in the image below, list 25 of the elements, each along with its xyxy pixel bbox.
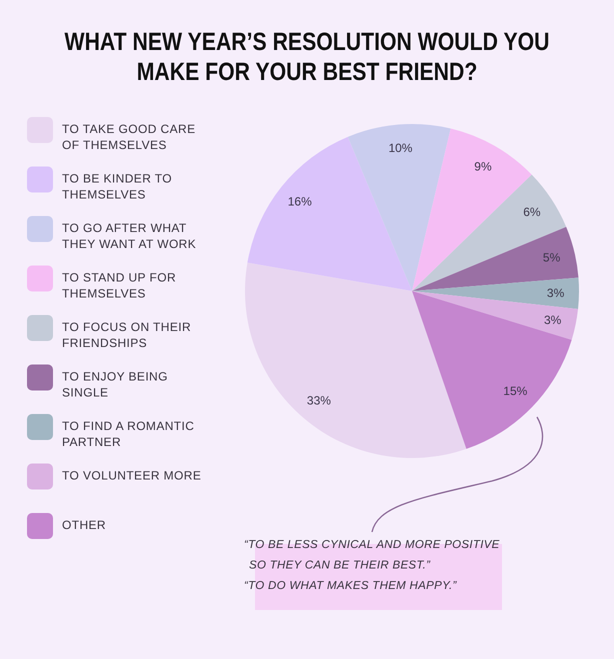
legend-label: TO FOCUS ON THEIR FRIENDSHIPS xyxy=(62,320,192,350)
data-label: 15% xyxy=(503,384,528,398)
legend-label: TO STAND UP FOR THEMSELVES xyxy=(62,270,176,300)
chart-title: WHAT NEW YEAR’S RESOLUTION WOULD YOU MAKE FOR YOUR BEST FRIEND? xyxy=(64,27,550,86)
data-label: 6% xyxy=(523,205,541,220)
legend-label: TO ENJOY BEING SINGLE xyxy=(62,370,168,400)
data-label: 10% xyxy=(388,141,413,156)
data-label: 3% xyxy=(544,313,562,328)
text: “TO BE LESS CYNICAL AND MORE POSITIVE SO THEY CAN BE THEIR BEST.” xyxy=(244,539,500,572)
data-label: 5% xyxy=(542,250,561,264)
pie-slice xyxy=(412,278,579,310)
legend-label: OTHER xyxy=(62,518,106,532)
data-label: 16% xyxy=(288,194,312,209)
legend-label: TO TAKE GOOD CARE OF THEMSELVES xyxy=(62,122,196,152)
legend-label: TO FIND A ROMANTIC PARTNER xyxy=(62,419,194,449)
pie-slice xyxy=(247,136,412,291)
legend-label: TO VOLUNTEER MORE xyxy=(62,468,202,482)
legend-label: TO GO AFTER WHAT THEY WANT AT WORK xyxy=(62,221,196,251)
pie-slice xyxy=(348,124,451,291)
data-label: 9% xyxy=(474,159,492,174)
text: “TO DO WHAT MAKES THEM HAPPY.” xyxy=(244,580,458,592)
data-label: 33% xyxy=(306,394,332,408)
legend-label: TO BE KINDER TO THEMSELVES xyxy=(62,172,172,202)
pie-slice xyxy=(245,262,466,458)
data-label: 3% xyxy=(546,286,565,300)
